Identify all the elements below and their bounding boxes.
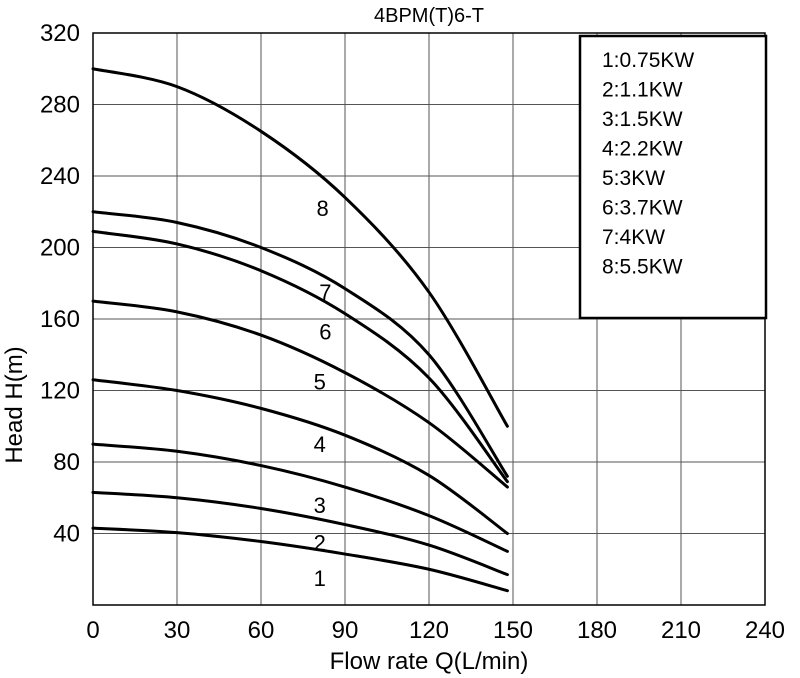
curve-8	[91, 67, 509, 428]
legend-entry: 6:3.7KW	[602, 197, 683, 220]
curve-labels: 1 2 3 4 5 6 7 8	[314, 196, 332, 591]
x-tick-label: 60	[248, 617, 275, 644]
y-tick-label: 40	[53, 521, 80, 548]
curves	[91, 67, 509, 593]
curve-label-7: 7	[319, 280, 331, 305]
curve-label-4: 4	[314, 432, 326, 457]
legend-entry: 3:1.5KW	[602, 108, 683, 131]
curve-5	[91, 299, 509, 489]
legend-entry: 1:0.75KW	[602, 49, 694, 72]
curve-3	[91, 442, 509, 553]
y-tick-label: 120	[40, 378, 80, 405]
x-tick-label: 150	[493, 617, 533, 644]
curve-label-2: 2	[314, 530, 326, 555]
y-tick-label: 320	[40, 20, 80, 47]
x-tick-label: 210	[661, 617, 701, 644]
curve-1	[91, 526, 509, 593]
x-tick-label: 120	[409, 617, 449, 644]
curve-6	[91, 229, 509, 484]
curve-label-6: 6	[319, 320, 331, 345]
y-tick-label: 240	[40, 163, 80, 190]
curve-2	[91, 490, 509, 577]
x-tick-label: 0	[86, 617, 99, 644]
legend-entry: 5:3KW	[602, 167, 665, 190]
curve-label-5: 5	[314, 370, 326, 395]
y-axis-title: Head H(m)	[1, 346, 28, 463]
legend-box	[578, 34, 768, 320]
y-tick-label: 160	[40, 306, 80, 333]
y-tick-label: 200	[40, 235, 80, 262]
legend-entry: 7:4KW	[602, 226, 665, 249]
y-tick-label: 80	[53, 449, 80, 476]
x-tick-label: 30	[164, 617, 191, 644]
legend-entry: 2:1.1KW	[602, 79, 683, 102]
curve-label-1: 1	[314, 566, 326, 591]
x-axis-title: Flow rate Q(L/min)	[330, 648, 529, 675]
legend: 1:0.75KW 2:1.1KW 3:1.5KW 4:2.2KW 5:3KW 6:3.7K…	[578, 34, 768, 320]
curve-4	[91, 378, 509, 535]
curve-label-3: 3	[314, 493, 326, 518]
legend-entry: 8:5.5KW	[602, 256, 683, 279]
curve-label-8: 8	[316, 196, 328, 221]
legend-entry: 4:2.2KW	[602, 138, 683, 161]
y-tick-labels: 40 80 120 160 200 240 280 320	[40, 20, 80, 548]
x-tick-labels: 0 30 60 90 120 150 180 210 240	[86, 617, 785, 644]
y-tick-label: 280	[40, 92, 80, 119]
x-tick-label: 180	[577, 617, 617, 644]
x-tick-label: 240	[745, 617, 785, 644]
chart-title: 4BPM(T)6-T	[374, 5, 484, 27]
x-tick-label: 90	[332, 617, 359, 644]
curve-7	[91, 210, 509, 478]
